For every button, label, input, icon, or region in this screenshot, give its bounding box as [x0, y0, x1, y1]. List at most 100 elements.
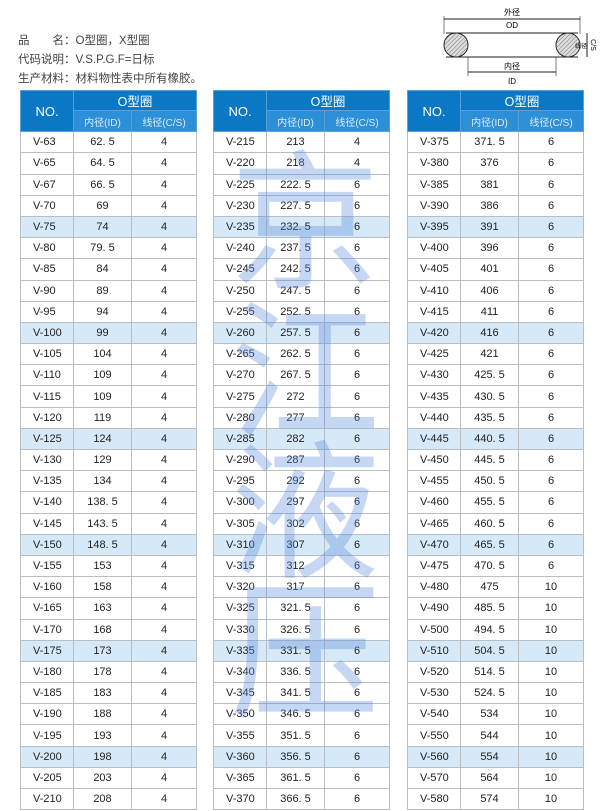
cell-no: V-580 [407, 787, 461, 811]
cell-no: V-445 [407, 427, 461, 451]
cell-id: 406 [460, 279, 519, 302]
cell-id: 138. 5 [73, 491, 132, 514]
cell-no: V-490 [407, 597, 461, 620]
cell-no: V-210 [20, 787, 74, 811]
cell-cs: 6 [517, 279, 585, 302]
table-row: V-510 504. 5 10 [407, 639, 585, 662]
cell-cs: 6 [517, 533, 585, 556]
table-row: V-420 416 6 [407, 321, 585, 345]
table-row: V-135 134 4 [20, 470, 198, 493]
cell-cs: 4 [130, 279, 198, 302]
table-row: V-400 396 6 [407, 237, 585, 260]
cell-id: 381 [460, 173, 519, 196]
cell-no: V-475 [407, 554, 461, 578]
cell-id: 386 [460, 194, 519, 217]
cell-cs: 4 [130, 766, 198, 790]
cell-id: 312 [266, 554, 325, 578]
cell-cs: 6 [517, 554, 585, 578]
cell-cs: 4 [130, 448, 198, 472]
table-row: V-350 346. 5 6 [213, 703, 391, 726]
cell-no: V-330 [213, 618, 267, 641]
cell-id: 168 [73, 618, 132, 641]
cell-cs: 6 [323, 364, 391, 387]
cell-cs: 6 [323, 703, 391, 726]
cell-cs: 10 [517, 639, 585, 662]
cell-cs: 6 [323, 194, 391, 217]
cell-id: 366. 5 [266, 787, 325, 811]
cell-id: 218 [266, 152, 325, 175]
cell-id: 198 [73, 745, 132, 768]
cell-no: V-190 [20, 703, 74, 726]
cell-no: V-265 [213, 343, 267, 366]
cell-cs: 6 [517, 173, 585, 196]
table-row: V-210 208 4 [20, 787, 198, 811]
cell-id: 302 [266, 512, 325, 535]
cell-cs: 6 [323, 787, 391, 811]
table-row: V-450 445. 5 6 [407, 448, 585, 472]
cell-no: V-460 [407, 491, 461, 514]
cell-id: 336. 5 [266, 660, 325, 684]
cell-id: 158 [73, 576, 132, 599]
cell-cs: 6 [323, 173, 391, 196]
cell-cs: 10 [517, 766, 585, 790]
cell-id: 346. 5 [266, 703, 325, 726]
cell-cs: 4 [130, 321, 198, 345]
cell-cs: 6 [323, 215, 391, 239]
table-row: V-230 227. 5 6 [213, 194, 391, 217]
cell-cs: 6 [323, 448, 391, 472]
cell-cs: 6 [323, 385, 391, 408]
cell-cs: 10 [517, 745, 585, 768]
cell-no: V-465 [407, 512, 461, 535]
cell-cs: 4 [130, 703, 198, 726]
col-id-header: 内径(ID) [266, 109, 325, 133]
table-row: V-530 524. 5 10 [407, 682, 585, 705]
cell-id: 430. 5 [460, 385, 519, 408]
cell-cs: 4 [130, 215, 198, 239]
table-row: V-295 292 6 [213, 470, 391, 493]
cell-cs: 4 [130, 491, 198, 514]
cell-no: V-225 [213, 173, 267, 196]
table-row: V-185 183 4 [20, 682, 198, 705]
cell-id: 89 [73, 279, 132, 302]
cell-id: 143. 5 [73, 512, 132, 535]
table-row: V-285 282 6 [213, 427, 391, 451]
o-ring-table: NO. O型圈 内径(ID) 线径(C/S) V-215 213 4 V-220… [213, 89, 391, 811]
table-row: V-130 129 4 [20, 448, 198, 472]
cell-no: V-130 [20, 448, 74, 472]
cell-no: V-510 [407, 639, 461, 662]
cell-id: 148. 5 [73, 533, 132, 556]
cell-cs: 4 [323, 131, 391, 154]
cell-id: 435. 5 [460, 406, 519, 429]
cell-id: 252. 5 [266, 300, 325, 323]
cell-no: V-450 [407, 448, 461, 472]
cell-id: 74 [73, 215, 132, 239]
cell-id: 317 [266, 576, 325, 599]
cell-id: 445. 5 [460, 448, 519, 472]
cell-no: V-120 [20, 406, 74, 429]
cell-id: 242. 5 [266, 258, 325, 281]
cell-cs: 6 [517, 343, 585, 366]
cs-label: C/S [589, 39, 596, 51]
o-ring-table: NO. O型圈 内径(ID) 线径(C/S) V-375 371. 5 6 V-… [407, 89, 585, 811]
cell-no: V-185 [20, 682, 74, 705]
cell-no: V-245 [213, 258, 267, 281]
cell-cs: 6 [323, 639, 391, 662]
col-cs-header: 线径(C/S) [130, 109, 198, 133]
cell-no: V-170 [20, 618, 74, 641]
col-cs-header: 线径(C/S) [323, 109, 391, 133]
cell-no: V-75 [20, 215, 74, 239]
cell-no: V-560 [407, 745, 461, 768]
table-row: V-415 411 6 [407, 300, 585, 323]
cell-no: V-370 [213, 787, 267, 811]
cell-cs: 6 [517, 406, 585, 429]
cell-id: 183 [73, 682, 132, 705]
cell-id: 208 [73, 787, 132, 811]
cell-id: 222. 5 [266, 173, 325, 196]
cell-cs: 4 [130, 745, 198, 768]
cell-id: 450. 5 [460, 470, 519, 493]
cell-no: V-440 [407, 406, 461, 429]
table-row: V-115 109 4 [20, 385, 198, 408]
cell-id: 326. 5 [266, 618, 325, 641]
cell-id: 376 [460, 152, 519, 175]
table-row: V-305 302 6 [213, 512, 391, 535]
